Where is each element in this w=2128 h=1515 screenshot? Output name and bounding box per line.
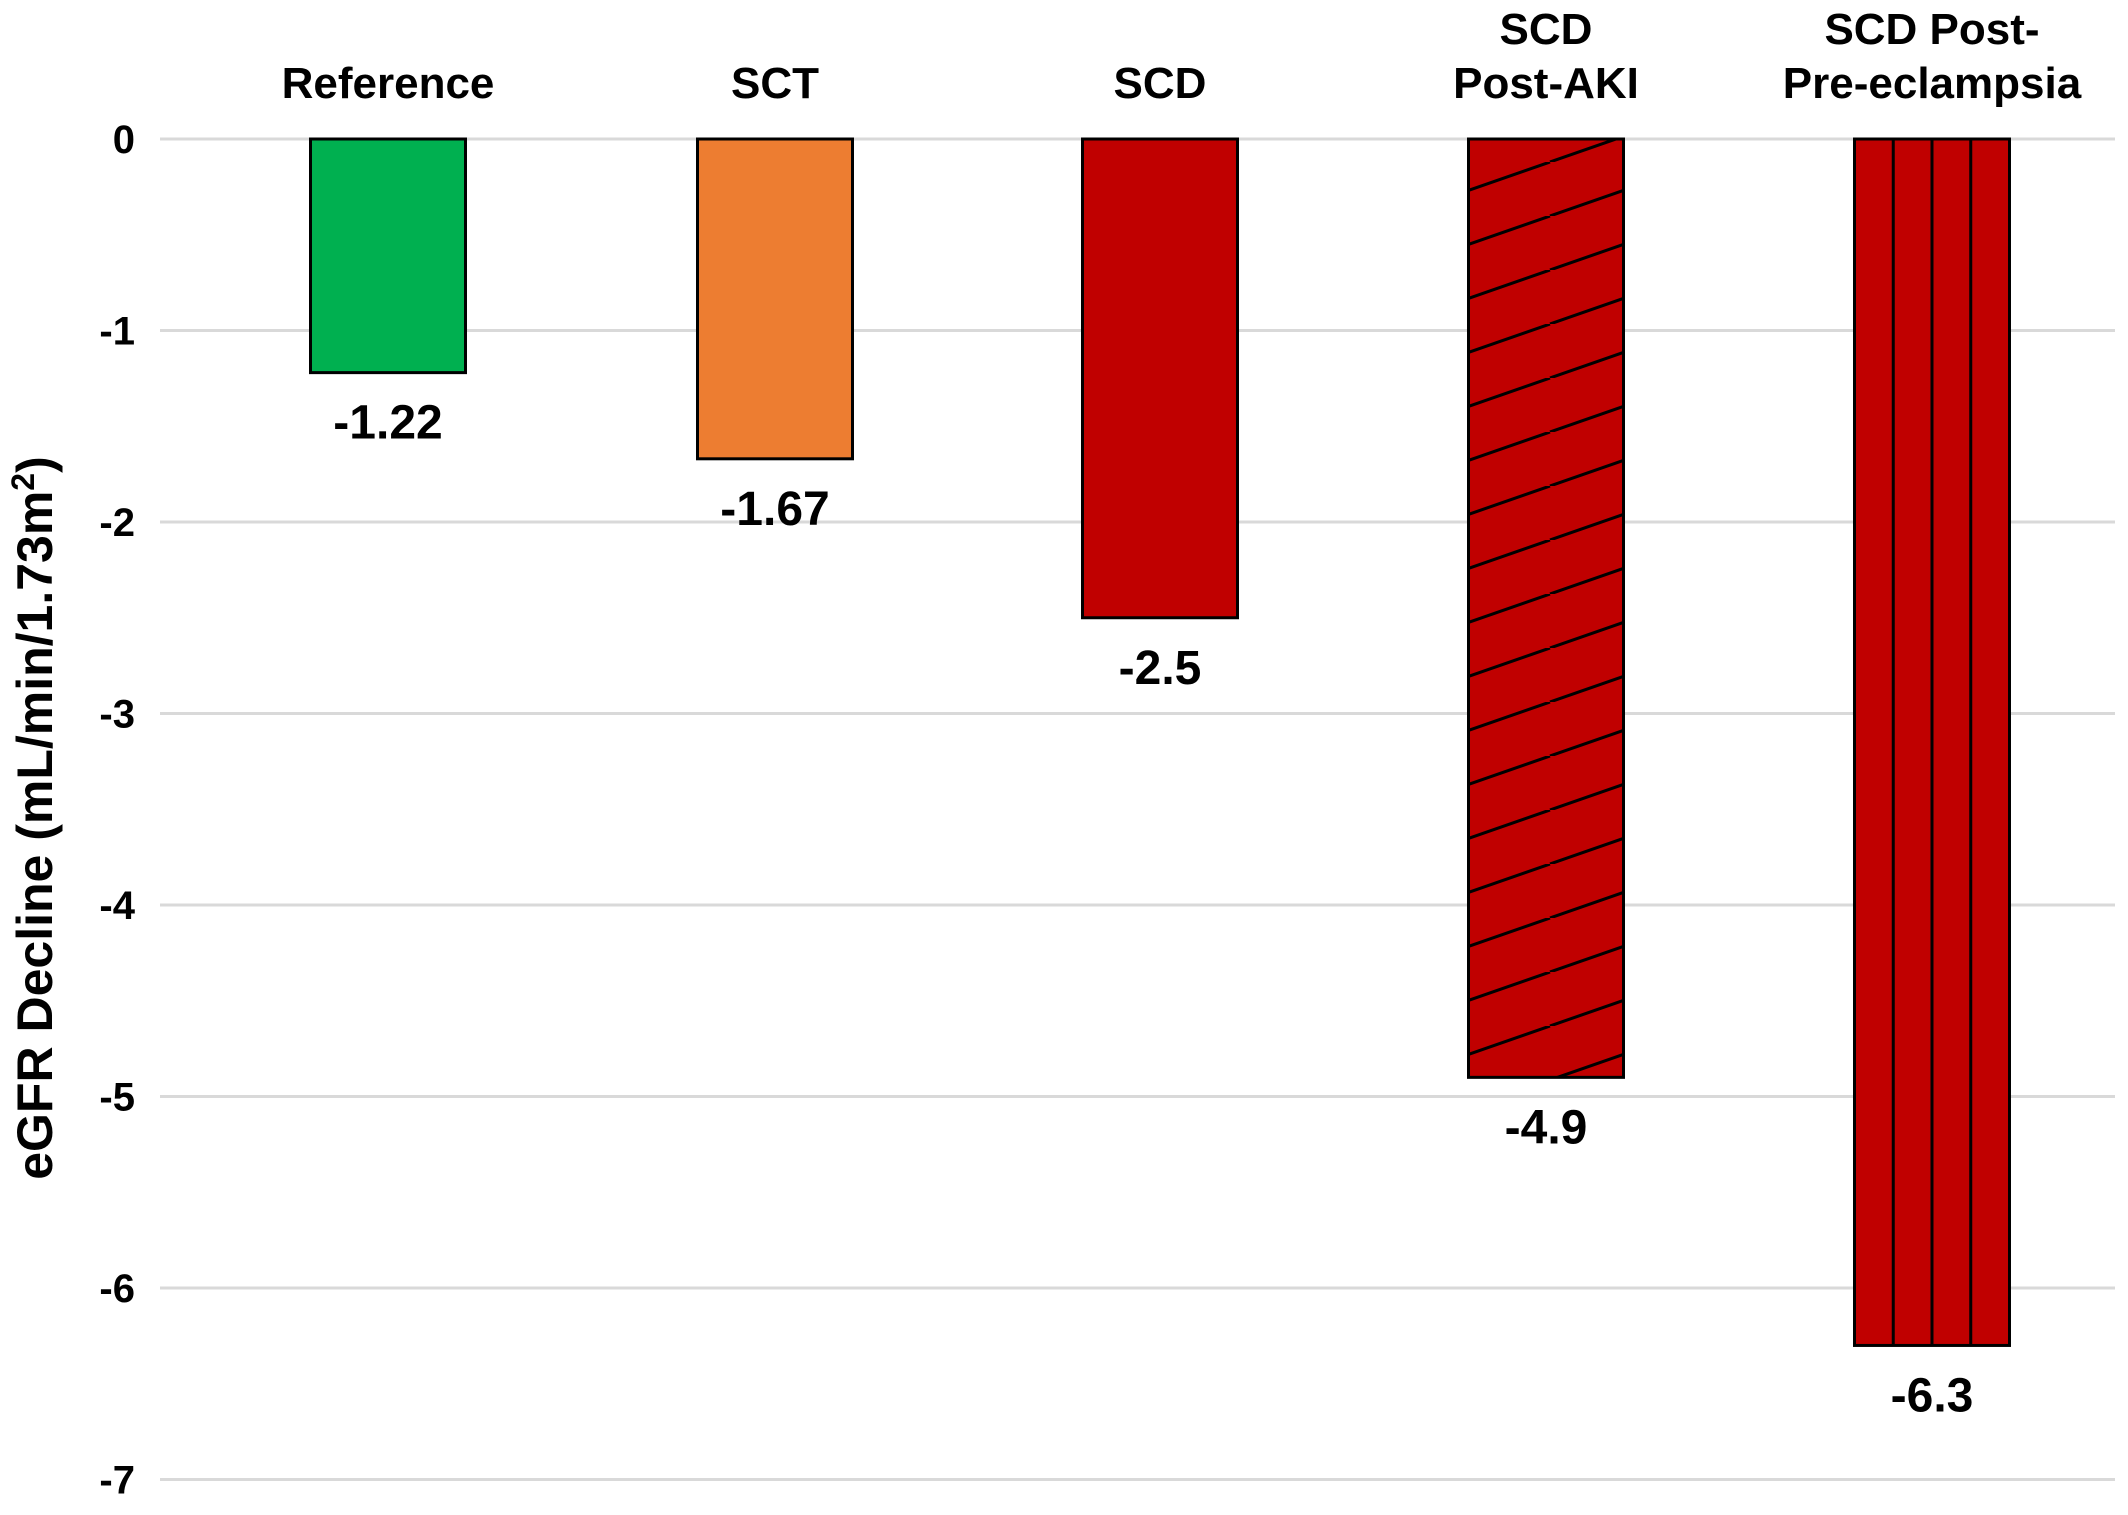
bars [309,137,2011,1347]
y-tick-label: -4 [99,884,135,928]
value-label: -1.22 [333,397,442,450]
category-label: Post-AKI [1453,59,1639,108]
y-axis-title: eGFR Decline (mL/min/1.73m2) [5,456,63,1180]
y-axis-tick-labels: 0 -1 -2 -3 -4 -5 -6 -7 [99,118,135,1503]
bar [1081,137,1239,620]
bar-group [309,137,467,375]
bar [309,137,467,375]
y-axis-title-superscript: 2 [5,473,41,491]
category-label: SCD Post- [1824,5,2039,54]
y-tick-label: -3 [99,693,135,737]
y-tick-label: -6 [99,1267,135,1311]
bar [1467,137,1625,1079]
y-tick-label: -7 [99,1459,135,1503]
value-label: -4.9 [1505,1101,1588,1154]
value-label: -6.3 [1891,1369,1974,1422]
category-label: Reference [282,59,495,108]
category-label: SCD [1114,59,1207,108]
y-tick-label: -1 [99,310,135,354]
value-label: -1.67 [720,483,829,536]
category-label: SCT [731,59,819,108]
category-label: Pre-eclampsia [1783,59,2082,108]
bar-group [1467,137,1625,1079]
bar [696,137,854,461]
bar-group [1853,137,2011,1347]
category-labels: Reference SCT SCD SCD Post-AKI SCD Post- Pre-e… [282,5,2082,108]
y-tick-label: 0 [113,118,135,162]
data-labels: -1.22 -1.67 -2.5 -4.9 -6.3 [333,397,1973,1423]
category-label: SCD [1500,5,1593,54]
y-axis-title-main: eGFR Decline (mL/min/1.73m [7,491,63,1180]
y-axis-title-close: ) [7,456,63,473]
value-label: -2.5 [1119,642,1202,695]
y-tick-label: -5 [99,1076,135,1120]
y-tick-label: -2 [99,501,135,545]
bar-group [1081,137,1239,620]
bar-group [696,137,854,461]
